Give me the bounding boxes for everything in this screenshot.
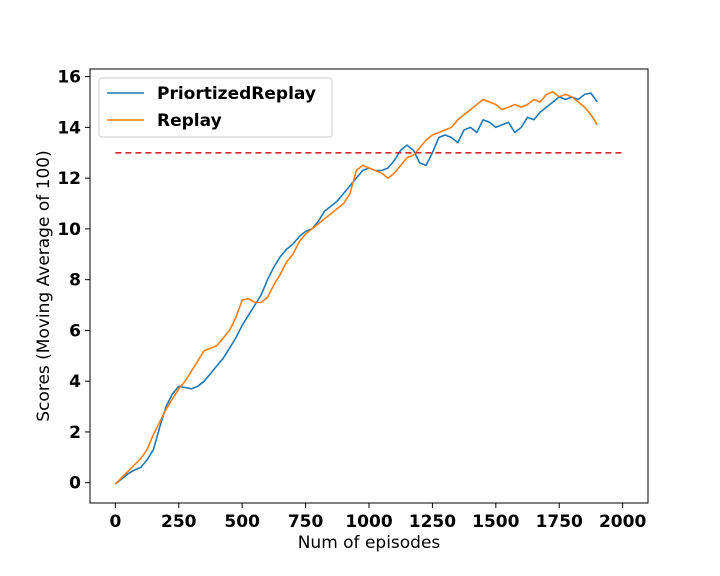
y-tick-label: 8 (69, 271, 81, 291)
y-axis-ticks: 0 2 4 6 8 10 12 14 16 (57, 68, 90, 494)
x-tick-label: 0 (109, 512, 121, 532)
x-axis-label: Num of episodes (298, 533, 441, 553)
legend: PriortizedReplay Replay (98, 77, 333, 138)
x-tick-label: 750 (288, 512, 324, 532)
y-tick-label: 4 (69, 372, 81, 392)
y-tick-label: 6 (69, 321, 81, 341)
legend-label: PriortizedReplay (157, 84, 316, 104)
y-axis-label: Scores (Moving Average of 100) (34, 150, 54, 421)
x-tick-label: 1750 (536, 512, 583, 532)
series-line-priortizedreplay (114, 92, 598, 485)
x-tick-label: 1500 (472, 512, 519, 532)
y-tick-label: 0 (69, 474, 81, 494)
x-axis-ticks: 0 250 500 750 1000 1250 1500 1750 2000 (109, 503, 646, 532)
x-tick-label: 2000 (599, 512, 646, 532)
y-tick-label: 2 (69, 423, 81, 443)
legend-box (98, 77, 333, 138)
y-tick-label: 12 (57, 169, 81, 189)
y-tick-label: 10 (57, 220, 81, 240)
y-tick-label: 14 (57, 118, 81, 138)
x-tick-label: 1250 (409, 512, 456, 532)
y-tick-label: 16 (57, 68, 81, 88)
legend-label: Replay (157, 111, 222, 131)
series-layer (114, 91, 623, 485)
x-tick-label: 1000 (345, 512, 392, 532)
x-tick-label: 500 (224, 512, 260, 532)
x-tick-label: 250 (161, 512, 197, 532)
plot-area (90, 69, 648, 503)
series-line-replay (114, 91, 598, 485)
